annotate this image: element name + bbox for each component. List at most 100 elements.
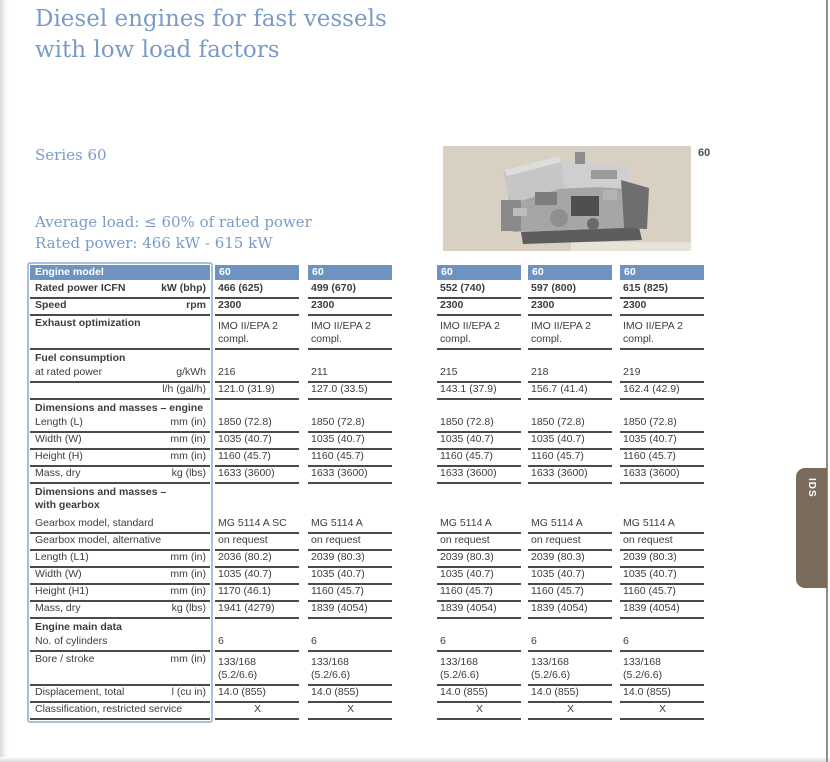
- value-line: IMO II/EPA 2: [623, 320, 683, 332]
- column-gap: [521, 517, 528, 534]
- value-cell: 1633 (3600): [308, 467, 392, 484]
- value-line: compl.: [218, 333, 249, 345]
- row-label: Gearbox model, alternative: [35, 534, 162, 546]
- value-cell: IMO II/EPA 2 compl.: [528, 316, 612, 350]
- row-unit: mm (in): [170, 568, 206, 580]
- row-label: Exhaust optimization: [35, 317, 141, 329]
- value-cell: 2300: [437, 299, 521, 316]
- value-cell: 14.0 (855): [437, 686, 521, 703]
- value-line: IMO II/EPA 2: [531, 320, 591, 332]
- value-cell: 1035 (40.7): [620, 433, 704, 450]
- column-gap: [521, 299, 528, 316]
- section-label-cell: Engine main data: [30, 619, 210, 635]
- row-label-cell: Width (W) mm (in): [30, 433, 210, 450]
- value-cell: 552 (740): [437, 282, 521, 299]
- row-label: No. of cylinders: [35, 635, 108, 647]
- row-label: at rated power: [35, 366, 103, 378]
- column-gap: [521, 282, 528, 299]
- value-cell: MG 5114 A: [308, 517, 392, 534]
- column-gap: [392, 316, 437, 350]
- value-line: IMO II/EPA 2: [311, 320, 371, 332]
- value-cell: on request: [308, 534, 392, 551]
- page-edge-shadow-left: [0, 0, 9, 762]
- column-gap: [299, 433, 308, 450]
- column-gap: [612, 585, 620, 602]
- column-gap: [299, 568, 308, 585]
- column-gap: [392, 635, 437, 652]
- column-gap: [521, 467, 528, 484]
- section-label-cell: Dimensions and masses – with gearbox: [30, 484, 210, 517]
- value-cell: 6: [215, 635, 299, 652]
- table-row: Height (H) mm (in) 1160 (45.7) 1160 (45.7) 1…: [30, 450, 734, 467]
- column-gap: [299, 602, 308, 619]
- value-cell: 216: [215, 366, 299, 383]
- column-gap: [392, 602, 437, 619]
- column-gap: [612, 635, 620, 652]
- column-header: 60: [620, 265, 704, 280]
- row-label: Height (H): [35, 450, 83, 462]
- row-label-cell: Mass, dry kg (lbs): [30, 467, 210, 484]
- value-cell: 1160 (45.7): [528, 450, 612, 467]
- table-row: Dimensions and masses – engine: [30, 400, 734, 416]
- column-gap: [612, 383, 620, 400]
- row-label-cell: Classification, restricted service: [30, 703, 210, 720]
- value-cell: 14.0 (855): [620, 686, 704, 703]
- column-gap: [521, 534, 528, 551]
- row-label-cell: at rated power g/kWh: [30, 366, 210, 383]
- value-cell: 1839 (4054): [437, 602, 521, 619]
- column-gap: [521, 366, 528, 383]
- row-label: Length (L): [35, 416, 83, 428]
- value-cell: 1160 (45.7): [308, 450, 392, 467]
- value-cell: MG 5114 A SC: [215, 517, 299, 534]
- column-header: 60: [528, 265, 612, 280]
- section-label-line: Dimensions and masses –: [35, 486, 167, 498]
- column-gap: [299, 316, 308, 350]
- column-gap: [299, 517, 308, 534]
- value-cell: MG 5114 A: [620, 517, 704, 534]
- spec-table: Engine model 60 60 60 60 60 Rated power ICFN kW…: [30, 265, 734, 720]
- column-gap: [299, 299, 308, 316]
- value-cell: 6: [308, 635, 392, 652]
- column-gap: [521, 652, 528, 686]
- value-cell: 1160 (45.7): [620, 585, 704, 602]
- value-cell: X: [215, 703, 299, 720]
- row-label-cell: Length (L1) mm (in): [30, 551, 210, 568]
- value-cell: 597 (800): [528, 282, 612, 299]
- table-row: Gearbox model, alternative on request on r…: [30, 534, 734, 551]
- table-row: Exhaust optimization IMO II/EPA 2 compl. IM…: [30, 316, 734, 350]
- value-line: (5.2/6.6): [311, 669, 351, 681]
- column-gap: [299, 652, 308, 686]
- value-cell: 127.0 (33.5): [308, 383, 392, 400]
- column-gap: [612, 467, 620, 484]
- row-label-cell: Height (H) mm (in): [30, 450, 210, 467]
- row-label-cell: Exhaust optimization: [30, 316, 210, 350]
- value-cell: 133/168 (5.2/6.6): [308, 652, 392, 686]
- column-gap: [521, 686, 528, 703]
- row-unit: rpm: [186, 299, 206, 311]
- row-label-cell: l/h (gal/h): [30, 383, 210, 400]
- value-cell: 1850 (72.8): [620, 416, 704, 433]
- column-gap: [612, 433, 620, 450]
- value-cell: IMO II/EPA 2 compl.: [308, 316, 392, 350]
- row-unit: mm (in): [170, 653, 206, 665]
- table-row: Displacement, total l (cu in) 14.0 (855) 14…: [30, 686, 734, 703]
- value-cell: 6: [437, 635, 521, 652]
- row-label-cell: No. of cylinders: [30, 635, 210, 652]
- value-cell: IMO II/EPA 2 compl.: [215, 316, 299, 350]
- value-cell: 1035 (40.7): [437, 433, 521, 450]
- value-cell: 2039 (80.3): [437, 551, 521, 568]
- column-gap: [299, 383, 308, 400]
- column-gap: [299, 703, 308, 720]
- row-unit: l/h (gal/h): [162, 383, 206, 395]
- column-gap: [612, 450, 620, 467]
- value-cell: IMO II/EPA 2 compl.: [620, 316, 704, 350]
- row-label: Width (W): [35, 568, 82, 580]
- column-gap: [612, 416, 620, 433]
- value-cell: 1035 (40.7): [528, 568, 612, 585]
- column-gap: [521, 416, 528, 433]
- engine-photo: [443, 146, 691, 251]
- value-cell: 1170 (46.1): [215, 585, 299, 602]
- value-cell: 1160 (45.7): [528, 585, 612, 602]
- column-gap: [521, 602, 528, 619]
